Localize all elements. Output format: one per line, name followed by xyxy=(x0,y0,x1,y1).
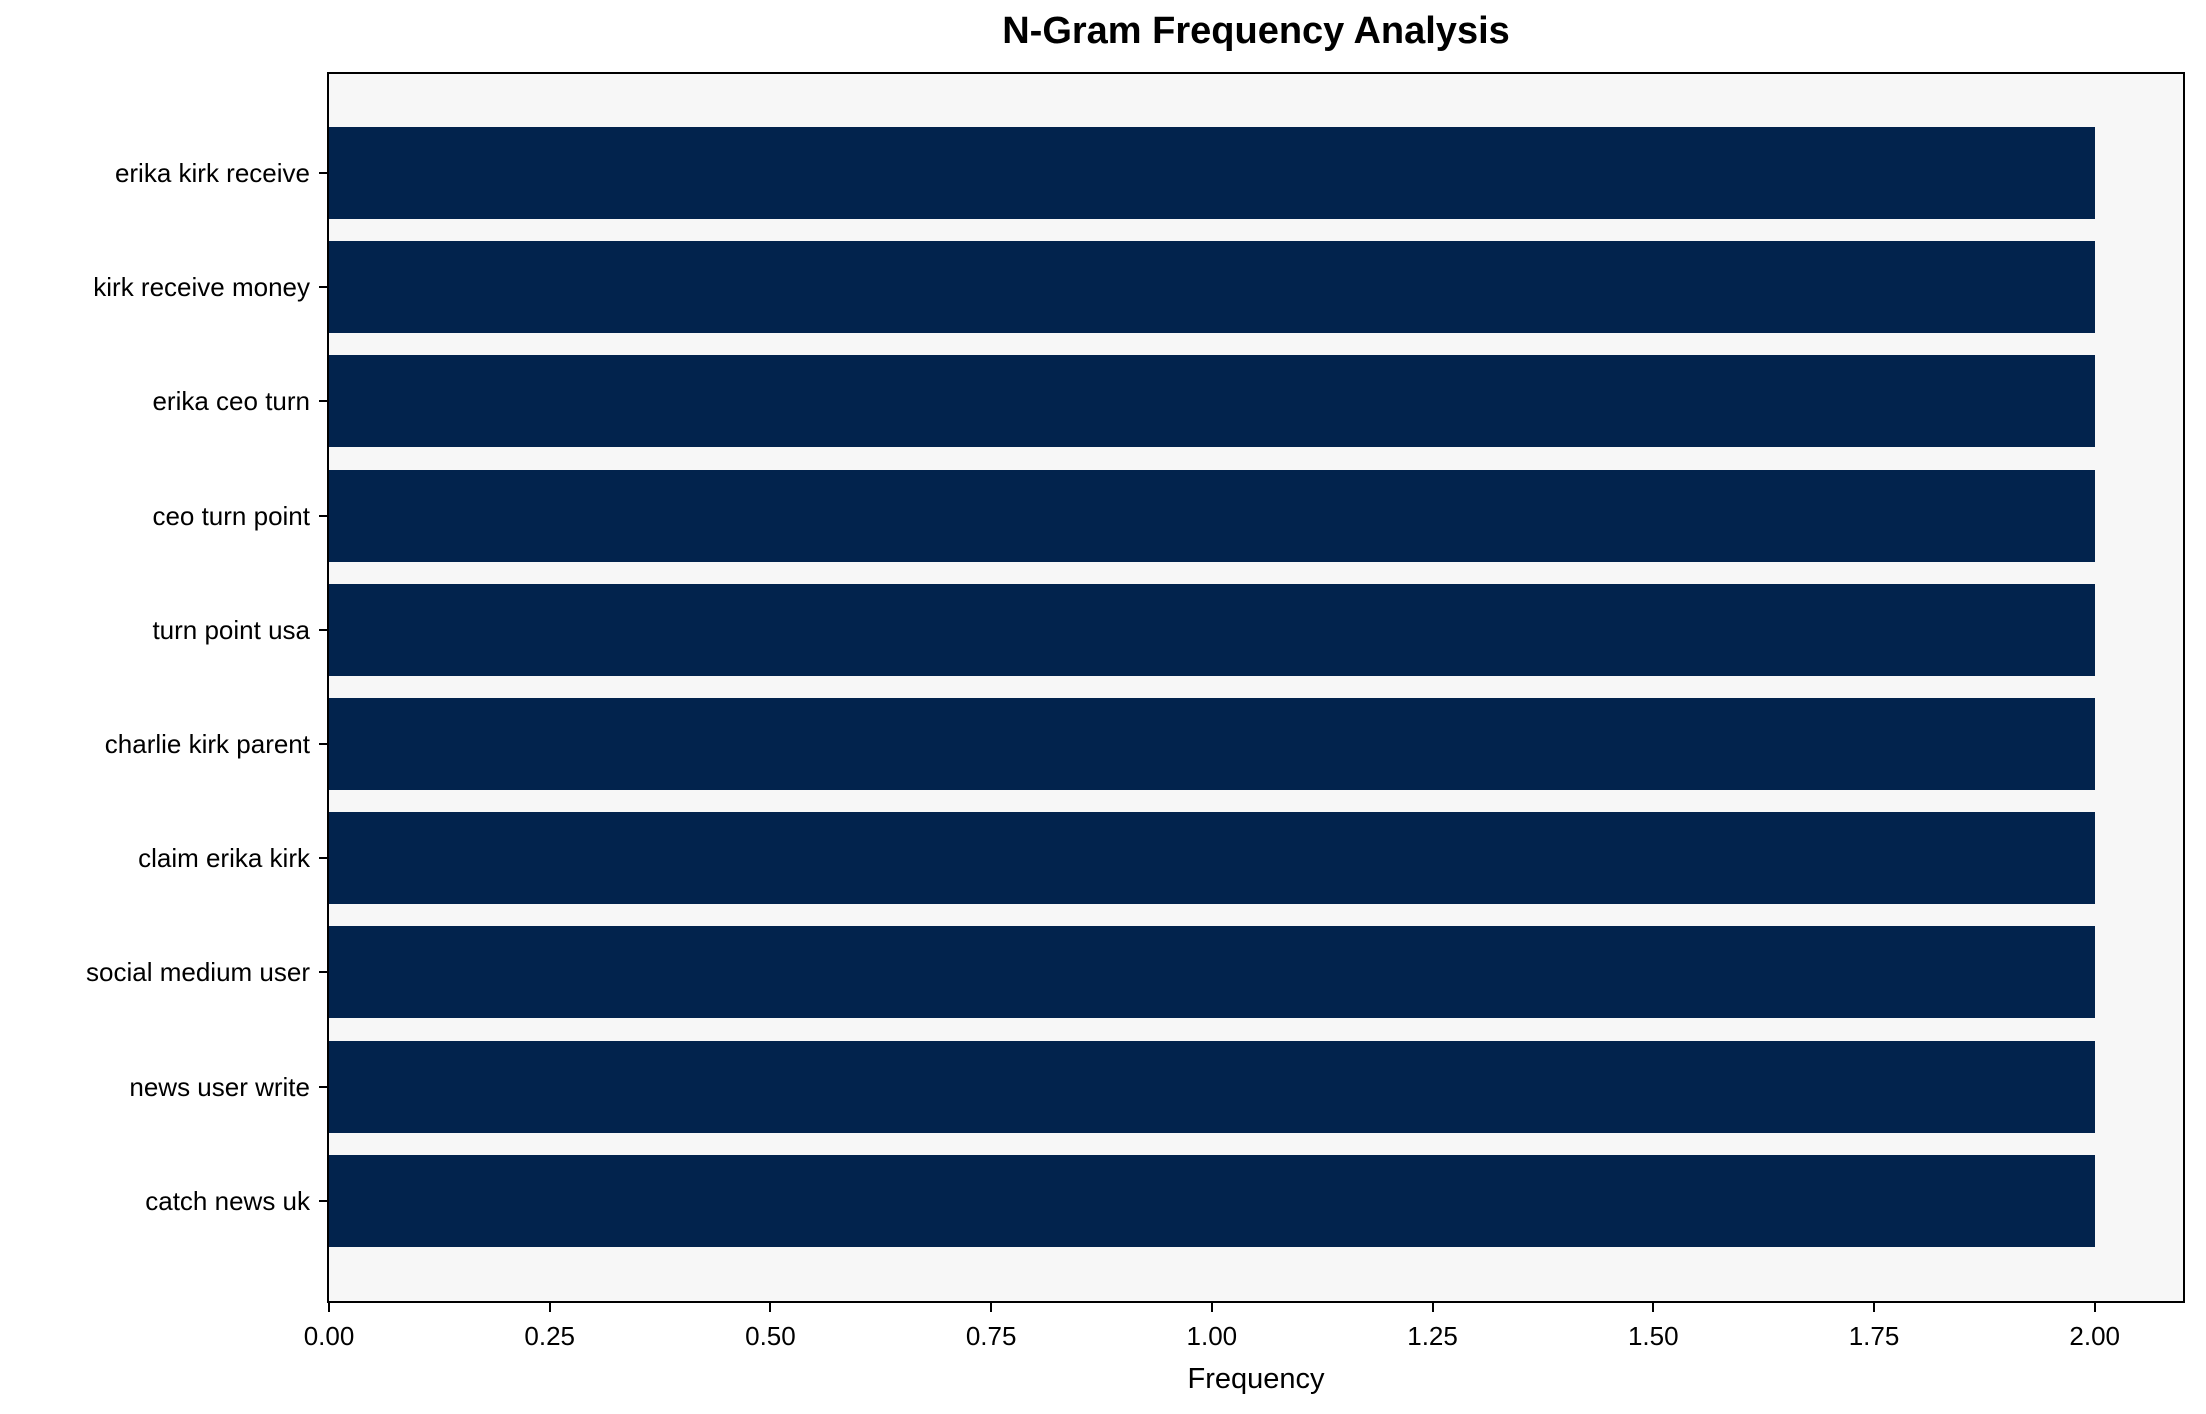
x-tick-mark xyxy=(769,1303,772,1312)
x-tick-label: 1.00 xyxy=(1186,1321,1238,1351)
x-tick-label: 1.50 xyxy=(1627,1321,1679,1351)
bar xyxy=(329,812,2095,905)
y-tick-label: social medium user xyxy=(86,957,310,988)
y-tick-label: charlie kirk parent xyxy=(104,729,310,759)
y-tick-label: news user write xyxy=(129,1071,310,1102)
x-tick-label: 1.25 xyxy=(1407,1321,1458,1351)
y-tick-mark xyxy=(319,743,327,745)
bar xyxy=(329,241,2095,334)
bar xyxy=(329,583,2095,676)
x-tick-label: 2.00 xyxy=(2069,1321,2120,1351)
bar xyxy=(329,469,2095,562)
bar xyxy=(329,1040,2095,1133)
y-tick-label: turn point usa xyxy=(152,614,310,645)
x-tick-mark xyxy=(1652,1303,1655,1312)
y-tick-mark xyxy=(319,1085,327,1088)
bar xyxy=(329,355,2095,448)
y-tick-mark xyxy=(319,172,327,174)
x-tick-label: 0.00 xyxy=(303,1321,355,1351)
y-tick-label: erika ceo turn xyxy=(152,386,310,417)
x-tick-mark xyxy=(548,1303,551,1312)
y-tick-mark xyxy=(319,286,327,289)
x-tick-label: 0.50 xyxy=(745,1321,796,1351)
x-tick-mark xyxy=(1431,1303,1434,1312)
y-tick-mark xyxy=(319,514,327,517)
y-tick-mark xyxy=(319,628,327,631)
y-tick-label: erika kirk receive xyxy=(114,158,310,188)
x-tick-mark xyxy=(2093,1303,2096,1312)
y-tick-mark xyxy=(319,857,327,860)
bar xyxy=(329,127,2095,219)
x-axis-title: Frequency xyxy=(1187,1363,1325,1395)
y-tick-label: claim erika kirk xyxy=(138,843,310,874)
plot-area xyxy=(327,72,2185,1303)
x-tick-mark xyxy=(990,1303,993,1312)
x-tick-label: 0.75 xyxy=(965,1321,1017,1351)
y-tick-mark xyxy=(319,971,327,974)
y-tick-label: ceo turn point xyxy=(152,500,310,531)
chart-title: N-Gram Frequency Analysis xyxy=(1002,10,1510,52)
y-tick-label: kirk receive money xyxy=(93,272,310,303)
x-tick-mark xyxy=(1873,1303,1875,1312)
x-tick-label: 1.75 xyxy=(1848,1321,1900,1351)
y-tick-label: catch news uk xyxy=(145,1185,310,1216)
x-tick-mark xyxy=(1210,1303,1213,1312)
bar xyxy=(329,1154,2095,1247)
bar xyxy=(329,926,2095,1019)
bar xyxy=(329,698,2095,790)
x-tick-label: 0.25 xyxy=(524,1321,575,1351)
y-tick-mark xyxy=(319,1199,327,1202)
x-tick-mark xyxy=(328,1303,330,1312)
y-tick-mark xyxy=(319,400,327,403)
